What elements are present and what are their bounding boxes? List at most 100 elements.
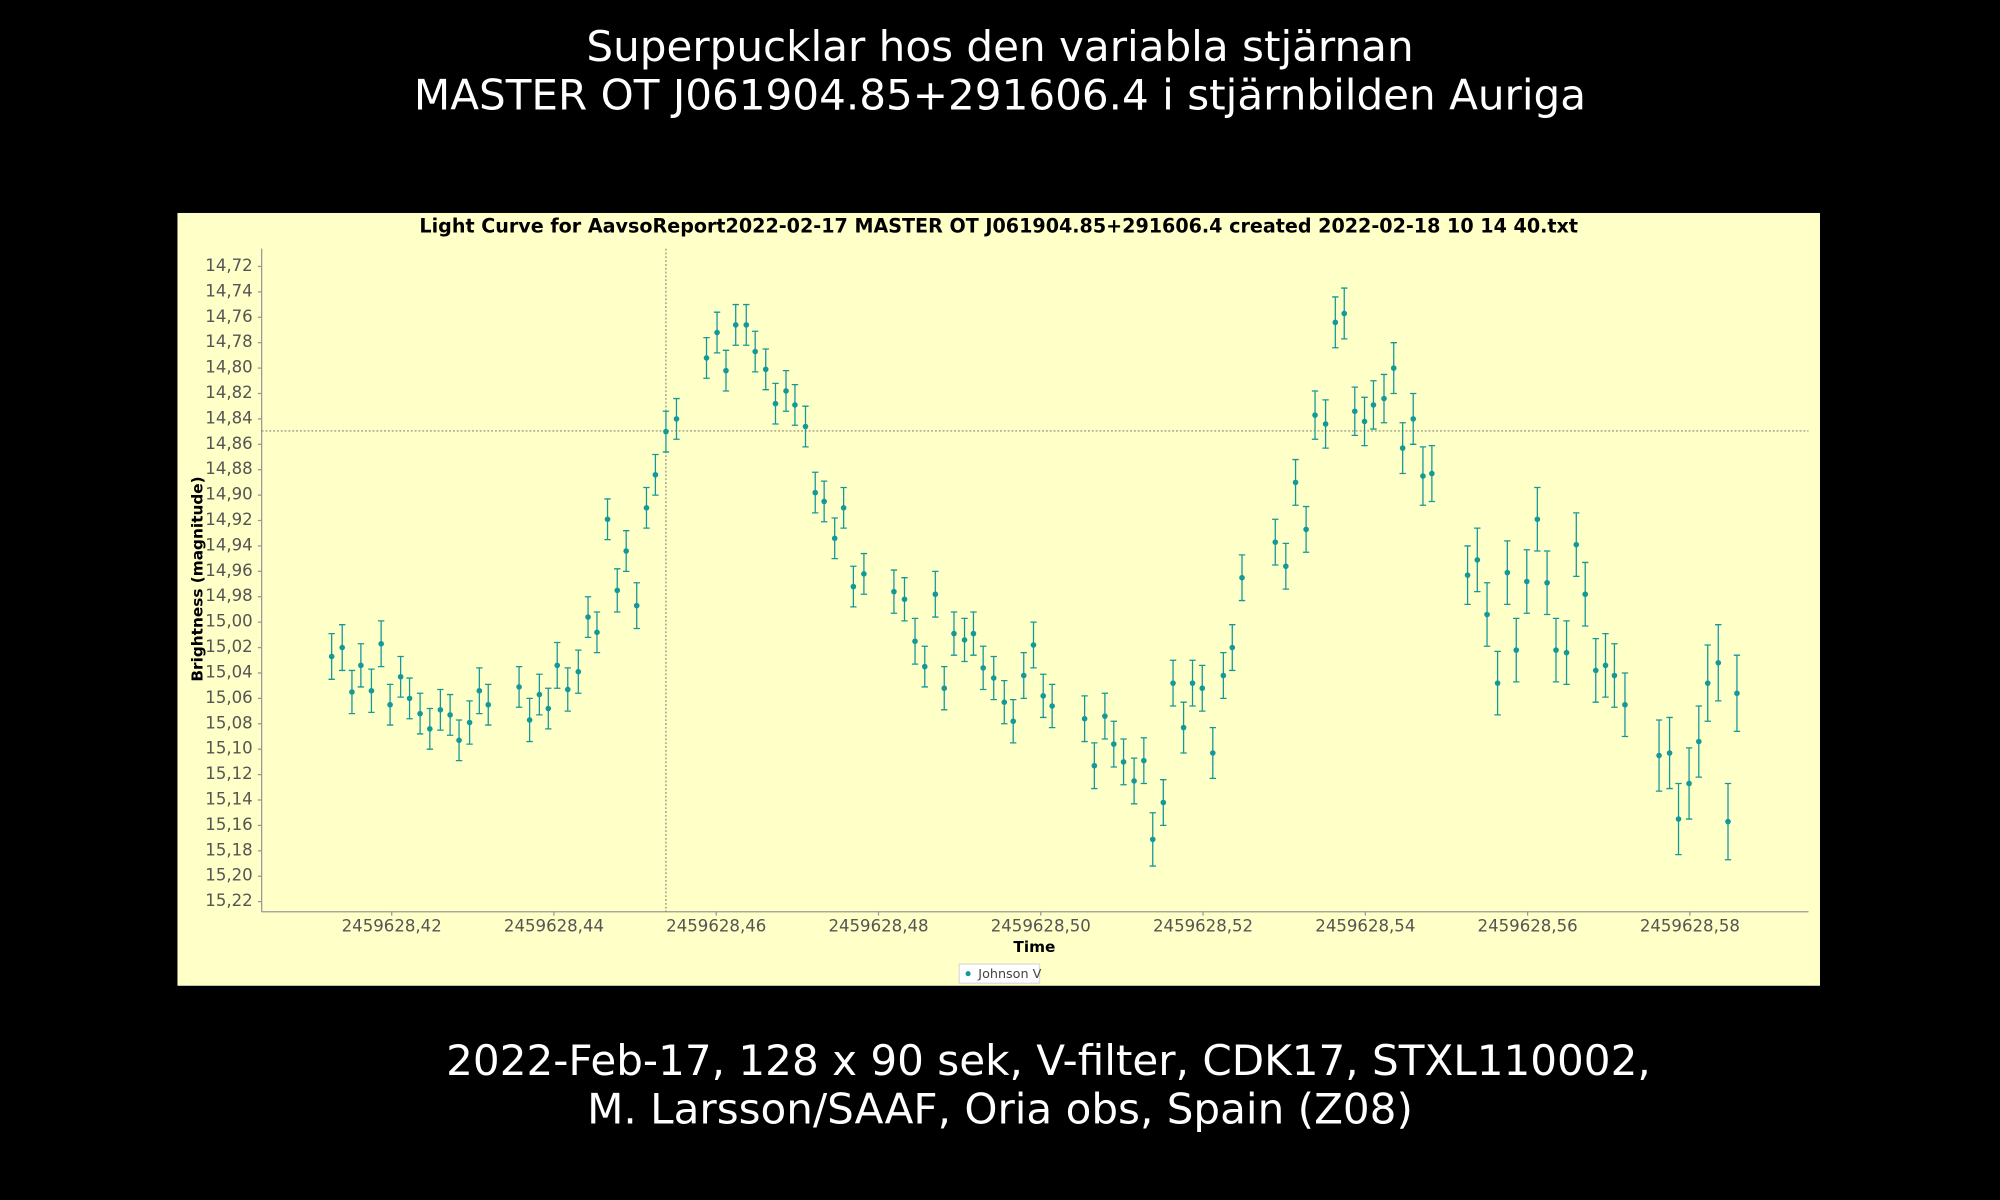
data-point <box>1312 412 1318 418</box>
data-point <box>623 548 629 554</box>
x-tick-label: 2459628,56 <box>1478 917 1578 936</box>
data-point <box>1370 402 1377 408</box>
data-point <box>456 737 462 744</box>
y-axis-label: Brightness (magnitude) <box>188 476 206 681</box>
data-point <box>437 707 444 713</box>
data-point <box>1049 703 1055 709</box>
data-point <box>990 675 997 681</box>
data-point <box>821 498 827 505</box>
y-tick-label: 14,96 <box>205 561 252 580</box>
data-point <box>723 367 729 374</box>
data-point <box>732 322 739 328</box>
data-point <box>1602 662 1609 669</box>
x-tick-label: 2459628,42 <box>342 917 442 936</box>
data-point <box>397 673 404 680</box>
data-point <box>1332 319 1339 326</box>
y-tick-label: 15,00 <box>205 612 252 631</box>
data-point <box>1563 649 1570 656</box>
data-point <box>1001 699 1008 705</box>
data-point <box>703 355 710 361</box>
data-point <box>1582 591 1589 598</box>
data-point <box>762 366 769 373</box>
data-point <box>1494 680 1501 686</box>
data-point <box>387 701 393 708</box>
data-point <box>1666 750 1673 756</box>
data-point <box>466 719 473 726</box>
y-tick-label: 15,14 <box>205 790 252 809</box>
y-tick-label: 15,18 <box>205 840 252 859</box>
data-point <box>1131 778 1137 784</box>
data-point <box>594 629 600 636</box>
data-point <box>1303 526 1309 533</box>
data-point <box>526 717 533 723</box>
chart-title: Light Curve for AavsoReport2022-02-17 MA… <box>419 214 1578 237</box>
y-tick-label: 14,80 <box>205 358 252 377</box>
data-point <box>1622 701 1628 708</box>
data-point <box>476 687 483 694</box>
data-point <box>378 640 384 647</box>
data-point <box>850 583 857 590</box>
data-point <box>1040 693 1047 699</box>
data-point <box>614 587 621 594</box>
data-point <box>1544 579 1550 586</box>
x-axis-label: Time <box>1013 938 1055 956</box>
header-line: MASTER OT J061904.85+291606.4 i stjärnbi… <box>414 71 1586 120</box>
data-point <box>1351 408 1358 415</box>
data-point <box>1686 780 1692 787</box>
data-point <box>1715 660 1722 666</box>
data-point <box>1474 557 1481 563</box>
data-point <box>840 505 847 511</box>
data-point <box>1420 473 1426 479</box>
x-tick-label: 2459628,52 <box>1153 917 1253 936</box>
y-tick-label: 15,04 <box>205 662 252 681</box>
data-point <box>633 602 640 609</box>
x-tick-label: 2459628,54 <box>1315 917 1415 936</box>
data-point <box>564 686 571 693</box>
data-point <box>1199 685 1206 692</box>
data-point <box>1102 713 1108 719</box>
data-point <box>1464 572 1471 578</box>
data-point <box>783 388 789 394</box>
data-point <box>417 710 423 717</box>
data-point <box>961 637 968 643</box>
y-tick-label: 14,90 <box>205 485 252 504</box>
y-tick-label: 14,76 <box>205 307 252 326</box>
data-point <box>485 701 492 708</box>
data-point <box>1611 672 1618 679</box>
y-tick-label: 15,16 <box>205 815 252 834</box>
data-point <box>861 571 867 577</box>
data-point <box>901 596 908 603</box>
y-tick-label: 15,02 <box>205 637 252 656</box>
legend-label: Johnson V <box>977 967 1041 982</box>
data-point <box>339 644 346 651</box>
data-point <box>1180 724 1187 731</box>
data-point <box>545 705 552 712</box>
data-point <box>358 662 364 669</box>
data-point <box>1534 516 1541 523</box>
y-tick-label: 15,08 <box>205 713 252 732</box>
data-point <box>921 663 928 670</box>
data-point <box>652 471 659 478</box>
data-point <box>1390 365 1397 371</box>
data-point <box>1734 690 1740 697</box>
data-point <box>349 689 355 695</box>
data-point <box>1091 762 1098 769</box>
y-tick-label: 14,86 <box>205 434 252 453</box>
data-point <box>643 505 650 511</box>
data-point <box>1573 541 1580 548</box>
data-point <box>368 687 375 694</box>
data-point <box>1553 647 1559 653</box>
data-point <box>673 416 680 422</box>
data-point <box>1120 759 1127 765</box>
data-point <box>1229 644 1236 651</box>
y-tick-label: 14,82 <box>205 383 252 402</box>
y-tick-label: 14,92 <box>205 510 252 529</box>
data-point <box>585 614 591 620</box>
data-point <box>1272 539 1279 545</box>
data-point <box>1704 680 1711 686</box>
data-point <box>1239 574 1245 581</box>
data-point <box>1656 752 1662 759</box>
data-point <box>1030 642 1037 648</box>
